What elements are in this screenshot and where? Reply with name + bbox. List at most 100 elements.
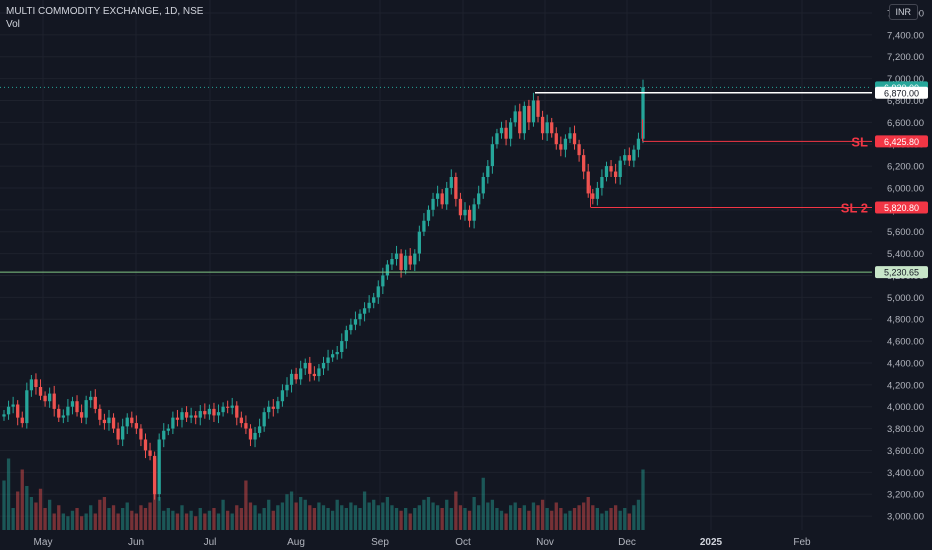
y-tick-label: 5,000.00 [887,293,924,304]
volume-bar [194,516,198,530]
volume-bar [75,508,79,530]
volume-bar [171,510,175,530]
volume-bar [52,513,56,530]
candle-body [554,133,558,145]
candle-body [121,426,125,440]
candle-body [353,319,358,325]
candle-body [6,406,11,415]
candle-body [299,368,303,380]
candle-body [490,144,495,167]
x-tick-label: May [34,537,53,548]
chart-header: MULTI COMMODITY EXCHANGE, 1D, NSE Vol [6,5,203,31]
volume-bar [93,513,97,530]
volume-bar [554,502,558,530]
volume-bar [413,508,417,530]
x-tick-label: Oct [455,537,471,548]
volume-label[interactable]: Vol [6,19,20,30]
candle-body [134,423,139,429]
candle-body [66,406,70,416]
volume-bar [623,508,627,530]
candle-body [531,100,536,123]
volume-bar [522,505,526,530]
candle-body [445,187,449,205]
candle-body [212,408,216,416]
candle-body [221,406,225,413]
candle-body [467,209,472,221]
volume-bar [267,499,271,530]
candle-body [130,417,134,424]
volume-bar [248,502,253,530]
candle-body [326,357,330,363]
volume-bar [540,499,545,530]
y-tick-label: 3,400.00 [887,468,924,479]
candle-body [20,417,24,424]
volume-bar [317,502,321,530]
candle-body [362,308,367,314]
volume-bar [435,505,440,530]
y-tick-label: 3,000.00 [887,512,924,523]
volume-bar [221,499,225,530]
volume-bar [445,499,449,530]
candle-body [194,415,198,418]
candle-body [25,390,29,424]
resistance-tag [875,86,928,99]
volume-bar [481,477,485,530]
candle-body [317,368,321,377]
volume-bar [458,505,463,530]
currency-button[interactable]: INR [888,4,918,20]
candle-body [216,412,221,416]
symbol-title[interactable]: MULTI COMMODITY EXCHANGE, 1D, NSE [6,6,204,17]
candle-body [358,313,362,320]
y-tick-label: 6,600.00 [887,118,924,129]
volume-bar [426,497,431,530]
candle-body [477,193,481,205]
candle-body [125,417,129,427]
candle-body [29,379,34,391]
stop-loss-1-tag [875,135,928,148]
time-axis[interactable]: May Jun Jul Aug Sep Oct Nov Dec 2025 Feb [0,531,932,550]
volume-bar [390,505,394,530]
volume-bar [198,508,202,530]
candlesticks [2,79,645,501]
candle-body [116,428,120,440]
candle-body [276,401,280,409]
volume-bar [175,513,180,530]
volume-bar [66,516,70,530]
stop-loss-1-tag-label: 6,425.80 [884,137,919,147]
candle-body [89,396,93,401]
volume-bar [299,497,303,530]
candle-body [604,166,609,177]
volume-bar [130,510,134,530]
candle-body [486,166,490,177]
volume-bar [166,508,170,530]
volume-bar [404,508,408,530]
volume-bar [308,505,312,530]
candle-body [257,426,262,433]
volume-bar [367,502,371,530]
volume-bar [84,513,88,530]
volume-bar [340,505,344,530]
volume-bar [518,508,522,530]
candle-body [463,209,467,216]
candle-body [349,324,353,331]
volume-bar [504,513,508,530]
candle-body [207,408,212,415]
volume-bar [595,508,600,530]
candle-body [413,253,417,265]
volume-bar [591,505,595,530]
volume-bar [61,513,65,530]
candle-body [285,384,289,391]
volume-bar [449,508,453,530]
volume-bar [70,510,75,530]
volume-bar [244,480,248,530]
candle-body [600,177,604,188]
candle-body [52,393,56,409]
volume-bar [385,497,390,530]
price-axis[interactable]: 3,000.00 3,200.00 3,400.00 3,600.00 3,800.00… [875,8,928,523]
candle-body [440,193,444,205]
volume-bar [148,502,152,530]
y-tick-label: 4,600.00 [887,337,924,348]
volume-bar [107,508,111,530]
x-tick-label: Nov [536,537,554,548]
